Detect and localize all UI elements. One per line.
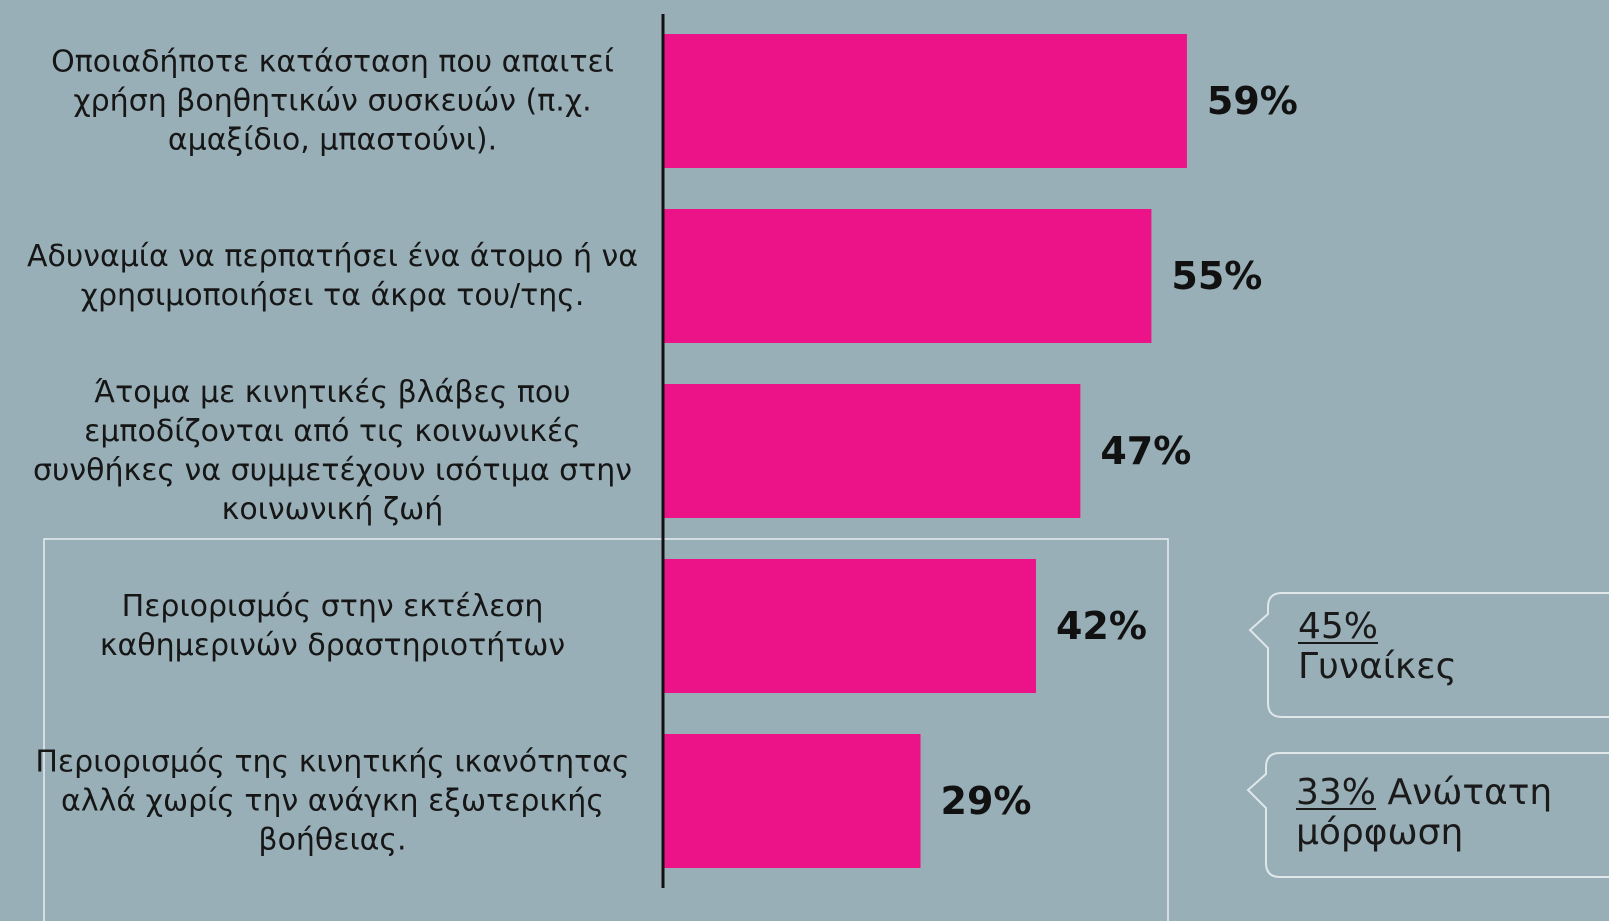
callout-bubble (1248, 592, 1609, 718)
category-label: Αδυναμία να περπατήσει ένα άτομο ή να χρ… (26, 239, 639, 313)
bar (663, 209, 1152, 343)
value-label: 29% (940, 779, 1032, 823)
callout-text: 33% Ανώτατη μόρφωση (1296, 773, 1596, 853)
category-label: Περιορισμός στην εκτέλεση καθημερινών δρ… (99, 589, 566, 663)
value-label: 55% (1171, 254, 1263, 298)
bar (663, 559, 1036, 693)
category-label: Περιορισμός της κινητικής ικανότητας αλλ… (35, 744, 630, 858)
bar (663, 734, 921, 868)
value-label: 47% (1100, 429, 1192, 473)
callout-highlight: 33% (1296, 772, 1377, 813)
callout-bubble (1246, 752, 1609, 878)
highlight-box (43, 538, 1169, 921)
value-label: 42% (1055, 604, 1147, 648)
callout-text: 45% Γυναίκες (1298, 607, 1598, 687)
callout-label: Ανώτατη μόρφωση (1296, 772, 1553, 853)
value-label: 59% (1206, 79, 1298, 123)
category-label: Οποιαδήποτε κατάσταση που απαιτεί χρήση … (51, 44, 614, 158)
bar (663, 34, 1187, 168)
category-label: Άτομα με κινητικές βλάβες που εμποδίζοντ… (33, 375, 632, 527)
callout-label: Γυναίκες (1298, 646, 1457, 687)
callout-highlight: 45% (1298, 606, 1379, 647)
bar (663, 384, 1081, 518)
